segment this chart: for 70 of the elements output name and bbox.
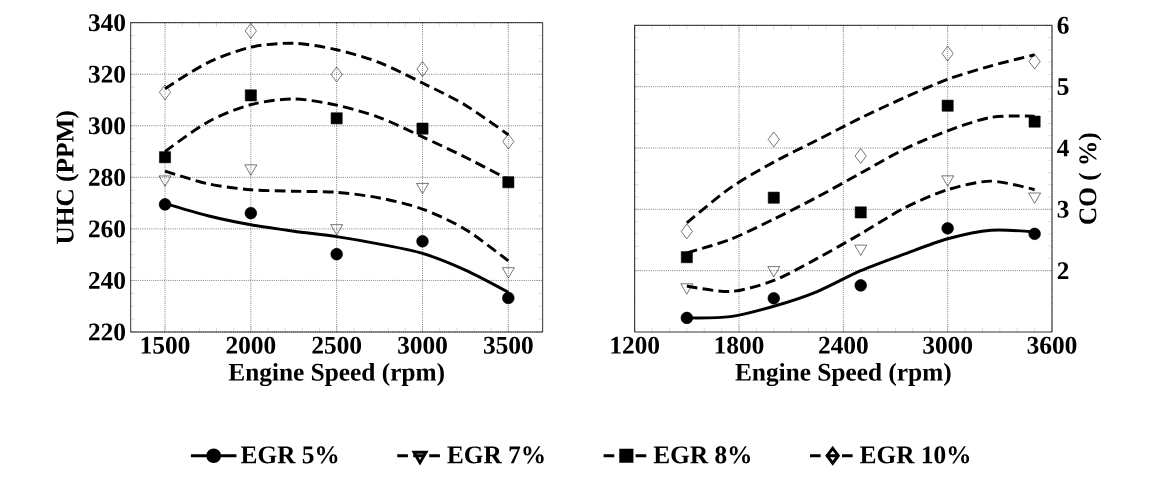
point (1028, 227, 1041, 241)
point (502, 267, 515, 279)
point (158, 175, 172, 187)
y-axis-title: UHC (PPM) (55, 111, 79, 244)
x-tick-label: 2000 (226, 336, 276, 354)
point (244, 23, 257, 39)
x-tick-label: 2500 (312, 336, 362, 354)
y-tick-label: 6 (1057, 16, 1069, 34)
x-tick-label: 3500 (483, 336, 533, 354)
point (854, 279, 867, 292)
y-tick-label: 260 (89, 220, 125, 238)
point (330, 66, 343, 83)
x-tick-label: 1800 (715, 336, 764, 354)
point (767, 292, 780, 305)
point (941, 45, 954, 62)
point (158, 198, 172, 211)
x-tick-label: 1500 (141, 336, 190, 354)
point (854, 244, 867, 256)
point (767, 191, 780, 204)
point (680, 283, 694, 295)
point (680, 251, 693, 264)
point (854, 206, 867, 219)
x-tick-label: 2400 (819, 336, 868, 354)
point (941, 222, 954, 235)
x-tick-label: 1200 (611, 336, 660, 354)
x-tick-label: 3000 (398, 336, 447, 354)
legend-label: EGR 5% (241, 446, 338, 464)
point (416, 61, 429, 77)
legend-label: EGR 7% (447, 446, 544, 464)
point (330, 112, 343, 125)
point (1028, 192, 1041, 204)
point (416, 183, 429, 195)
y-tick-label: 2 (1057, 262, 1069, 280)
point (244, 164, 258, 176)
point (244, 207, 257, 220)
x-axis-title: Engine Speed (rpm) (735, 362, 951, 387)
y-tick-label: 340 (88, 14, 125, 32)
point (1028, 115, 1041, 128)
point (244, 89, 257, 102)
point (767, 266, 781, 278)
y-axis-title: CO ( %) (1078, 133, 1102, 224)
x-tick-label: 3600 (1027, 336, 1077, 354)
point (1028, 53, 1041, 70)
point (416, 122, 429, 135)
y-tick-label: 3 (1057, 200, 1069, 218)
y-tick-label: 5 (1057, 78, 1069, 96)
legend-label: EGR 10% (860, 446, 970, 464)
point (941, 175, 954, 187)
point (854, 148, 867, 164)
legend-label: EGR 8% (653, 446, 751, 464)
y-tick-label: 300 (88, 117, 125, 135)
point (330, 224, 343, 236)
point (767, 131, 780, 148)
point (416, 235, 429, 248)
point (502, 291, 515, 305)
x-axis-title: Engine Speed (rpm) (228, 362, 444, 387)
point (330, 248, 343, 261)
y-tick-label: 280 (89, 168, 125, 186)
point (502, 176, 515, 189)
x-tick-label: 3000 (923, 336, 973, 354)
y-tick-label: 220 (89, 323, 125, 341)
point (941, 99, 954, 112)
point (680, 223, 693, 240)
y-tick-label: 320 (88, 65, 125, 83)
point (159, 84, 171, 101)
y-tick-label: 240 (89, 271, 125, 289)
y-tick-label: 4 (1057, 139, 1069, 157)
point (502, 133, 515, 150)
point (680, 311, 693, 325)
point (159, 151, 171, 164)
